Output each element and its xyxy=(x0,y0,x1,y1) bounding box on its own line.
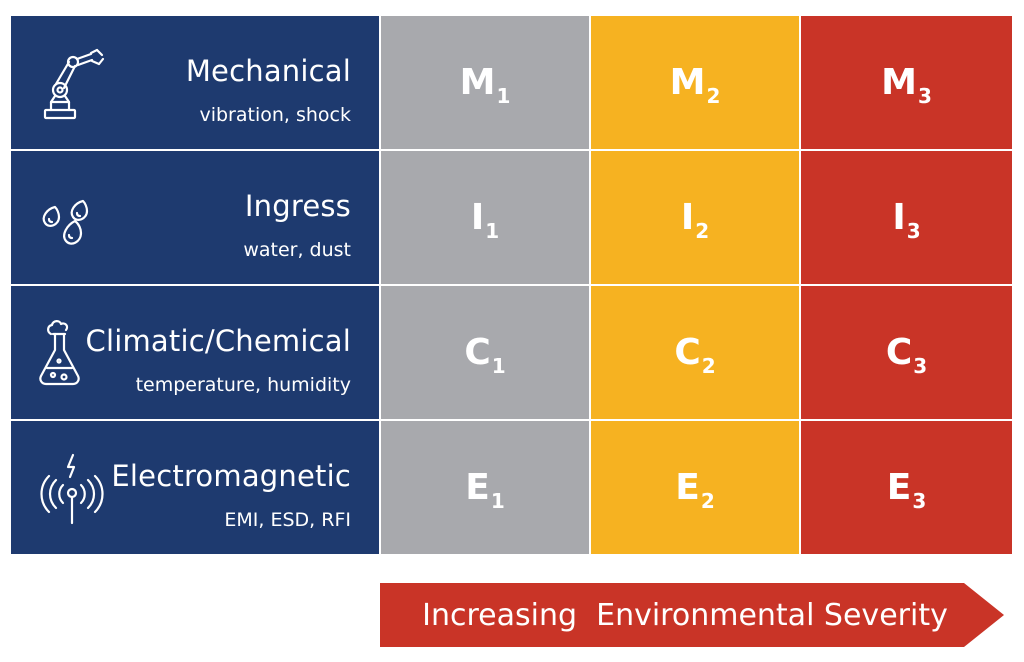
category-subtitle: EMI, ESD, RFI xyxy=(224,509,351,531)
level-letter: I xyxy=(680,197,695,238)
category-title: Ingress xyxy=(244,189,351,223)
level-index: 2 xyxy=(700,488,715,513)
level-index: 1 xyxy=(490,488,505,513)
level-letter: E xyxy=(886,467,912,508)
level-index: 3 xyxy=(913,353,928,378)
matrix-row-climatic: Climatic/Chemical temperature, humidity … xyxy=(11,286,1012,419)
arrow-shape xyxy=(380,583,1004,647)
level-letter: C xyxy=(885,332,913,373)
level-index: 1 xyxy=(496,83,511,108)
level-letter: E xyxy=(465,467,490,508)
level-letter: I xyxy=(892,197,906,238)
level-letter: I xyxy=(470,197,485,238)
category-cell-electromagnetic: Electromagnetic EMI, ESD, RFI xyxy=(11,421,379,554)
level-letter: M xyxy=(669,62,706,103)
category-subtitle: temperature, humidity xyxy=(135,374,351,396)
level-index: 1 xyxy=(491,353,506,378)
category-cell-mechanical: Mechanical vibration, shock xyxy=(11,16,379,149)
category-title: Electromagnetic xyxy=(111,459,351,493)
level-index: 2 xyxy=(706,83,721,108)
level-letter: M xyxy=(459,62,496,103)
level-letter: E xyxy=(675,467,700,508)
robot-arm-icon xyxy=(33,44,113,124)
category-title: Mechanical xyxy=(185,54,351,88)
level-letter: C xyxy=(464,332,491,373)
level-index: 3 xyxy=(906,218,921,243)
category-cell-ingress: Ingress water, dust xyxy=(11,151,379,284)
level-index: 3 xyxy=(912,488,927,513)
antenna-signal-icon xyxy=(33,449,113,529)
level-index: 1 xyxy=(485,218,500,243)
level-index: 2 xyxy=(695,218,710,243)
category-subtitle: water, dust xyxy=(243,239,351,261)
category-subtitle: vibration, shock xyxy=(199,104,351,126)
level-letter: C xyxy=(674,332,701,373)
level-letter: M xyxy=(881,62,917,103)
water-drops-icon xyxy=(33,179,113,259)
category-cell-climatic: Climatic/Chemical temperature, humidity xyxy=(11,286,379,419)
flask-icon xyxy=(33,314,113,394)
level-index: 3 xyxy=(917,83,932,108)
severity-arrow-label: Increasing Environmental Severity xyxy=(422,597,948,633)
level-index: 2 xyxy=(701,353,716,378)
severity-arrow: Increasing Environmental Severity xyxy=(380,583,1004,647)
category-title: Climatic/Chemical xyxy=(85,324,351,358)
